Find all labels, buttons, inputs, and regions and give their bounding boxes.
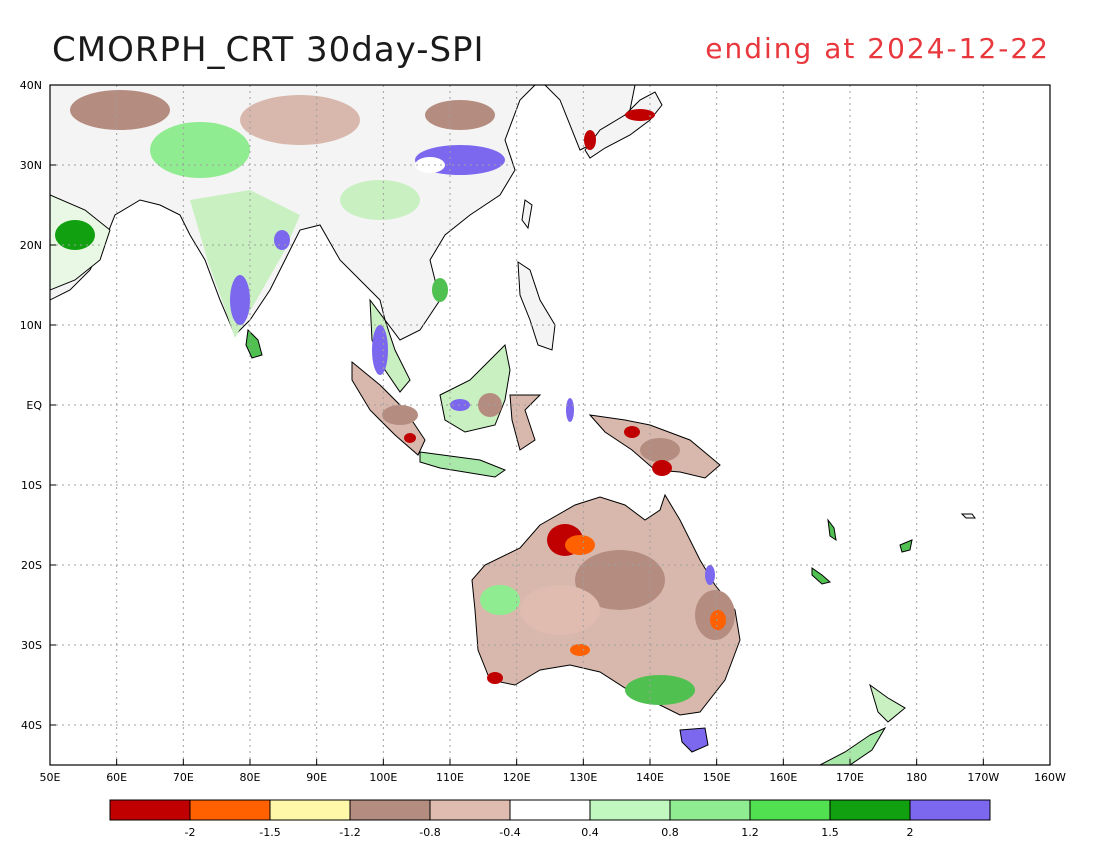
legend-label: 1.2: [741, 826, 759, 839]
legend-label: -0.4: [499, 826, 520, 839]
longitude-tick-label: 60E: [106, 771, 127, 784]
philippines: [517, 261, 556, 351]
fiji: [899, 539, 913, 553]
legend-swatch: [109, 799, 191, 821]
legend-swatch: [509, 799, 591, 821]
legend-label: 0.8: [661, 826, 679, 839]
sulawesi: [509, 394, 542, 451]
legend-swatch: [189, 799, 271, 821]
japan: [584, 91, 663, 159]
tasmania: [679, 727, 709, 753]
legend-label: -1.2: [339, 826, 360, 839]
latitude-tick-label: 10N: [20, 319, 42, 332]
legend-label: 1.5: [821, 826, 839, 839]
latitude-tick-label: EQ: [26, 399, 42, 412]
latitude-tick-label: 20S: [21, 559, 42, 572]
longitude-tick-labels: 50E 60E 70E 80E 90E 100E 110E 120E 130E 140E 150E 1…: [40, 771, 1067, 784]
legend-label: -2: [185, 826, 196, 839]
longitude-tick-label: 140E: [636, 771, 664, 784]
longitude-tick-label: 80E: [240, 771, 261, 784]
longitude-tick-label: 70E: [173, 771, 194, 784]
legend-swatch: [589, 799, 671, 821]
latitude-tick-label: 20N: [20, 239, 42, 252]
longitude-tick-label: 110E: [436, 771, 464, 784]
legend-swatch: [669, 799, 751, 821]
legend-swatch: [909, 799, 991, 821]
legend-swatch: [749, 799, 831, 821]
spi-anomaly-patches: [55, 90, 735, 705]
latitude-tick-label: 30N: [20, 159, 42, 172]
legend-label: -0.8: [419, 826, 440, 839]
legend-swatch: [829, 799, 911, 821]
legend-label: 2: [907, 826, 914, 839]
latitude-tick-label: 30S: [21, 639, 42, 652]
new-zealand-north: [869, 683, 906, 723]
legend-label: 0.4: [581, 826, 599, 839]
longitude-tick-label: 170E: [836, 771, 864, 784]
legend-swatch: [269, 799, 351, 821]
latitude-tick-label: 40S: [21, 719, 42, 732]
longitude-tick-label: 90E: [306, 771, 327, 784]
latitude-tick-label: 10S: [21, 479, 42, 492]
map-frame: [49, 84, 1051, 766]
date-subtitle: ending at 2024-12-22: [705, 32, 1050, 65]
longitude-tick-label: 160W: [1034, 771, 1066, 784]
color-legend: -2 -1.5 -1.2 -0.8 -0.4 0.4 0.8 1.2 1.5 2: [109, 799, 991, 839]
samoa: [960, 513, 976, 519]
longitude-tick-label: 100E: [369, 771, 397, 784]
map-title: CMORPH_CRT 30day-SPI: [52, 30, 485, 70]
new-zealand-south: [819, 726, 887, 765]
legend-swatch: [429, 799, 511, 821]
taiwan: [521, 199, 533, 230]
longitude-tick-label: 150E: [703, 771, 731, 784]
longitude-tick-label: 160E: [769, 771, 797, 784]
legend-label: -1.5: [259, 826, 280, 839]
longitude-tick-label: 50E: [40, 771, 61, 784]
new-caledonia: [811, 567, 832, 585]
java: [419, 451, 507, 478]
longitude-tick-label: 130E: [569, 771, 597, 784]
india-landmass: [190, 190, 300, 338]
latitude-tick-labels: 40N 30N 20N 10N EQ 10S 20S 30S 40S: [20, 79, 43, 732]
vanuatu: [827, 518, 837, 542]
latitude-tick-label: 40N: [20, 79, 42, 92]
longitude-tick-label: 170W: [967, 771, 999, 784]
longitude-tick-label: 120E: [503, 771, 531, 784]
longitude-tick-label: 180: [906, 771, 927, 784]
legend-swatch: [349, 799, 431, 821]
